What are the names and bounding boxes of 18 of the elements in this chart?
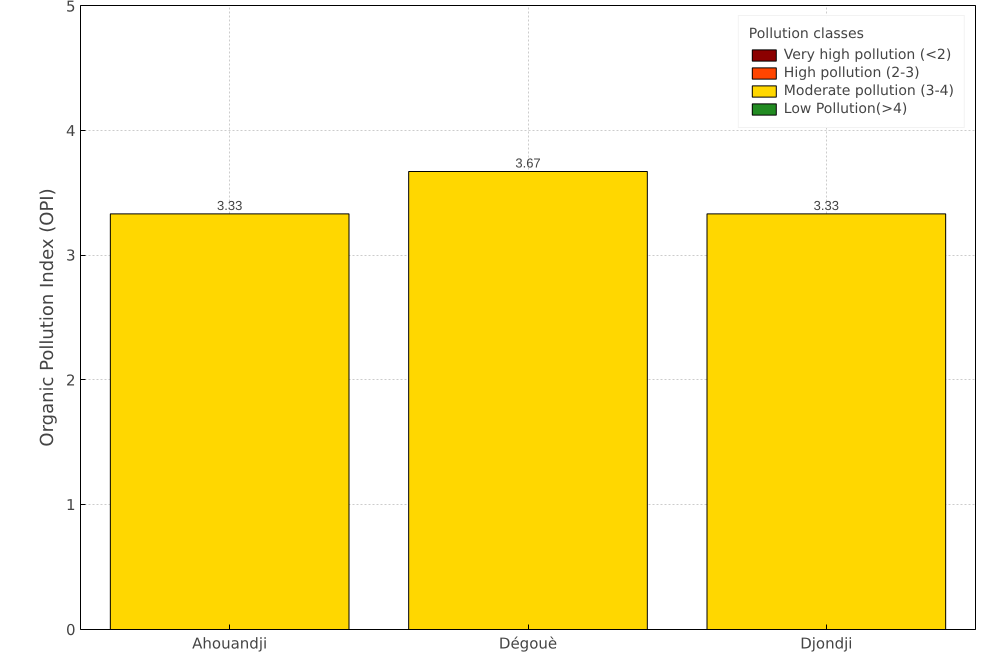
y-tick-label: 0 [66,621,76,639]
x-tick-label: Ahouandji [192,634,268,652]
legend-title: Pollution classes [748,26,865,42]
legend-label: Moderate pollution (3-4) [784,83,954,99]
legend-label: Very high pollution (<2) [784,47,952,63]
legend-label: High pollution (2-3) [784,65,920,81]
y-axis-title: Organic Pollution Index (OPI) [36,188,58,447]
x-tick-label: Dégouè [498,634,558,652]
y-tick-label: 4 [66,122,76,140]
data-label: 3.67 [515,155,541,170]
y-tick-label: 2 [66,371,76,390]
data-label: 3.33 [814,198,839,213]
y-tick-label: 3 [66,246,76,265]
data-label: 3.33 [217,198,242,213]
legend-label: Low Pollution(>4) [784,101,908,117]
x-tick-label: Djondji [800,634,852,652]
y-tick-label: 1 [66,496,76,514]
y-tick-label: 5 [66,0,76,16]
